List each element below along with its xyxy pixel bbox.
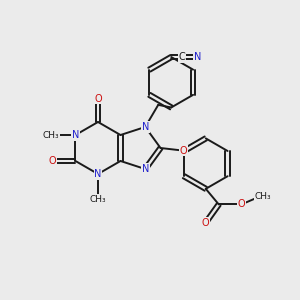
Text: O: O — [202, 218, 210, 228]
Text: N: N — [142, 164, 149, 174]
Text: O: O — [48, 156, 56, 166]
Text: CH₃: CH₃ — [254, 192, 271, 201]
Text: N: N — [72, 130, 79, 140]
Text: N: N — [142, 122, 149, 132]
Text: CH₃: CH₃ — [90, 195, 106, 204]
Text: O: O — [238, 200, 245, 209]
Text: N: N — [94, 169, 102, 179]
Text: O: O — [94, 94, 102, 103]
Text: N: N — [194, 52, 201, 62]
Text: CH₃: CH₃ — [43, 130, 59, 140]
Text: C: C — [179, 52, 186, 62]
Text: O: O — [179, 146, 187, 156]
